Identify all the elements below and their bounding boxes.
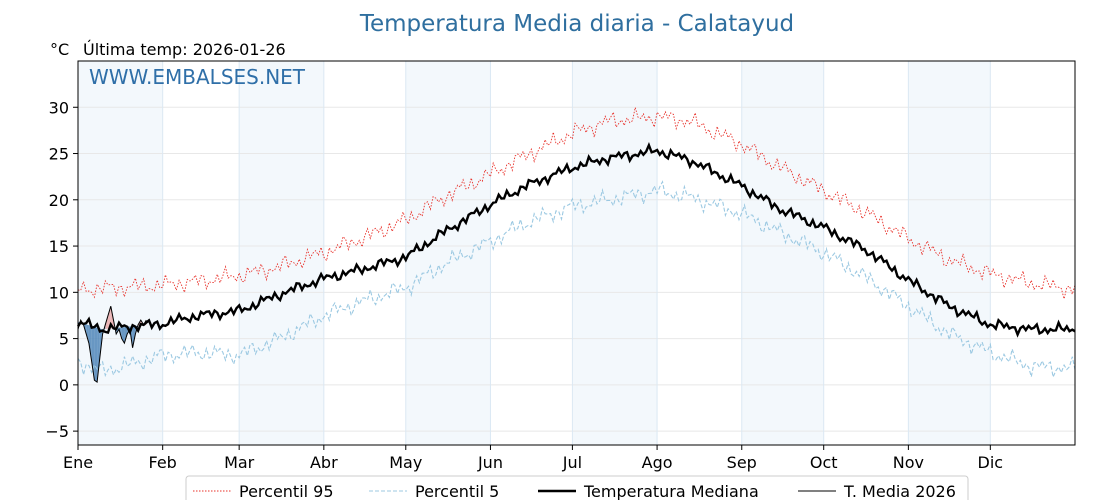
unit-label: °C	[50, 40, 69, 59]
y-tick-label: 5	[59, 330, 69, 349]
shade-Sep	[741, 61, 824, 445]
shade-Nov	[908, 61, 991, 445]
legend: Percentil 95 Percentil 5 Temperatura Media…	[185, 475, 969, 500]
y-tick-label: 30	[49, 98, 69, 117]
x-tick-label: Feb	[149, 453, 177, 472]
plot-frame	[77, 60, 1076, 446]
x-tick-label: Ene	[63, 453, 93, 472]
series-line-2026	[77, 306, 147, 383]
series-line-percentil-5	[77, 180, 1076, 379]
series-line-percentil-95	[77, 107, 1076, 299]
x-tick-label: Sep	[727, 453, 757, 472]
x-tick-label: Mar	[224, 453, 255, 472]
x-tick-label: Nov	[893, 453, 924, 472]
watermark: WWW.EMBALSES.NET	[89, 65, 306, 89]
shade-Ene	[78, 61, 163, 445]
legend-label: T. Media 2026	[843, 482, 956, 500]
x-tick-label: May	[389, 453, 422, 472]
legend-label: Percentil 5	[415, 482, 499, 500]
x-tick-label: Abr	[310, 453, 338, 472]
x-tick-label: Jul	[562, 453, 582, 472]
legend-label: Percentil 95	[239, 482, 334, 500]
y-tick-label: 10	[49, 283, 69, 302]
legend-box	[185, 475, 969, 500]
shade-Jul	[572, 61, 658, 445]
y-tick-label: −5	[45, 422, 69, 441]
x-tick-label: Jun	[477, 453, 503, 472]
anomaly-cold	[88, 325, 92, 362]
x-tick-label: Dic	[978, 453, 1004, 472]
y-axis: −5 0 5 10 15 20 25 30	[45, 98, 78, 441]
month-shading	[78, 61, 991, 445]
series-lines	[77, 107, 1076, 383]
y-tick-label: 0	[59, 376, 69, 395]
anomaly-cold	[97, 327, 100, 383]
y-tick-label: 25	[49, 145, 69, 164]
x-tick-label: Oct	[810, 453, 838, 472]
shade-Mar	[239, 61, 324, 445]
legend-label: Temperatura Mediana	[583, 482, 759, 500]
chart-title: Temperatura Media diaria - Calatayud	[359, 11, 794, 37]
last-temp-label: Última temp: 2026-01-26	[83, 40, 286, 59]
y-tick-label: 20	[49, 191, 69, 210]
anomaly-cold	[86, 324, 89, 344]
anomaly-cold	[94, 326, 98, 383]
y-tick-label: 15	[49, 237, 69, 256]
shade-May	[405, 61, 491, 445]
x-tick-label: Ago	[642, 453, 673, 472]
series-line-mediana	[77, 141, 1076, 338]
x-axis: Ene Feb Mar Abr May Jun Jul Ago Sep Oct Nov Dic	[63, 445, 1003, 472]
